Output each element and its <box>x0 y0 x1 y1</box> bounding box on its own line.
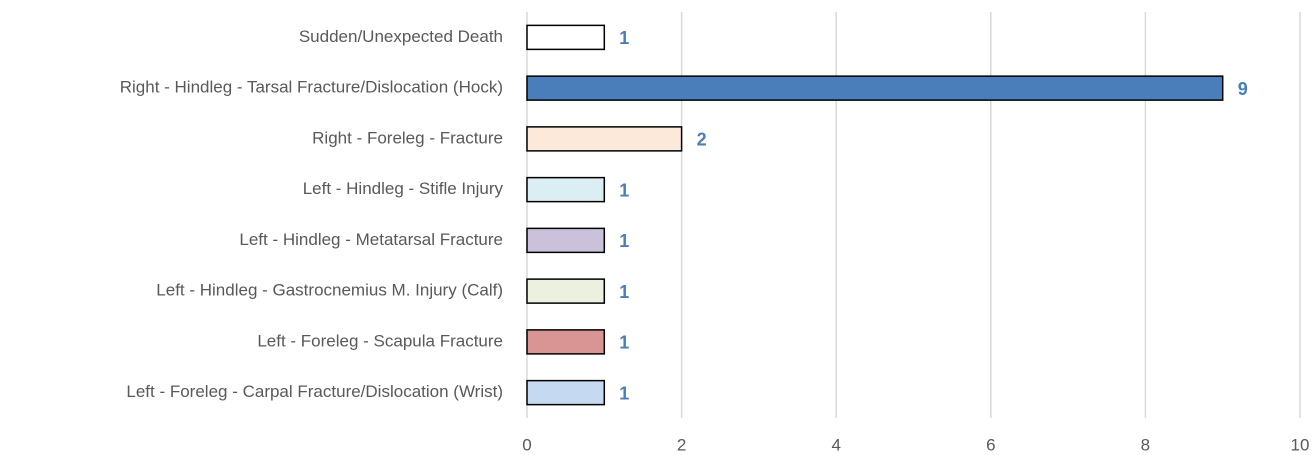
data-label: 1 <box>619 28 629 48</box>
data-label: 1 <box>619 231 629 251</box>
y-tick-label: Left - Hindleg - Metatarsal Fracture <box>239 230 503 249</box>
bar <box>526 24 606 51</box>
bar <box>526 278 606 304</box>
x-tick-label: 6 <box>986 435 995 454</box>
data-label: 1 <box>619 383 629 403</box>
bar <box>526 329 606 355</box>
x-tick-label: 4 <box>831 435 840 454</box>
data-label: 1 <box>619 282 629 302</box>
data-label: 1 <box>619 180 629 200</box>
bar <box>526 75 1224 101</box>
x-tick-label: 2 <box>677 435 686 454</box>
bar <box>526 126 683 152</box>
data-label: 2 <box>697 130 707 150</box>
y-tick-label: Right - Foreleg - Fracture <box>312 128 503 147</box>
y-tick-label: Right - Hindleg - Tarsal Fracture/Disloc… <box>120 78 503 97</box>
bar <box>526 227 606 254</box>
data-label: 9 <box>1238 79 1248 99</box>
y-tick-label: Sudden/Unexpected Death <box>299 27 503 46</box>
x-tick-label: 8 <box>1141 435 1150 454</box>
data-label: 1 <box>619 333 629 353</box>
bar <box>526 176 606 203</box>
x-tick-label: 0 <box>522 435 531 454</box>
bar <box>526 379 606 406</box>
y-tick-label: Left - Hindleg - Gastrocnemius M. Injury… <box>156 281 503 300</box>
y-tick-label: Left - Foreleg - Scapula Fracture <box>257 331 503 350</box>
y-tick-label: Left - Foreleg - Carpal Fracture/Disloca… <box>126 382 503 401</box>
y-tick-label: Left - Hindleg - Stifle Injury <box>303 179 504 198</box>
x-tick-label: 10 <box>1291 435 1310 454</box>
